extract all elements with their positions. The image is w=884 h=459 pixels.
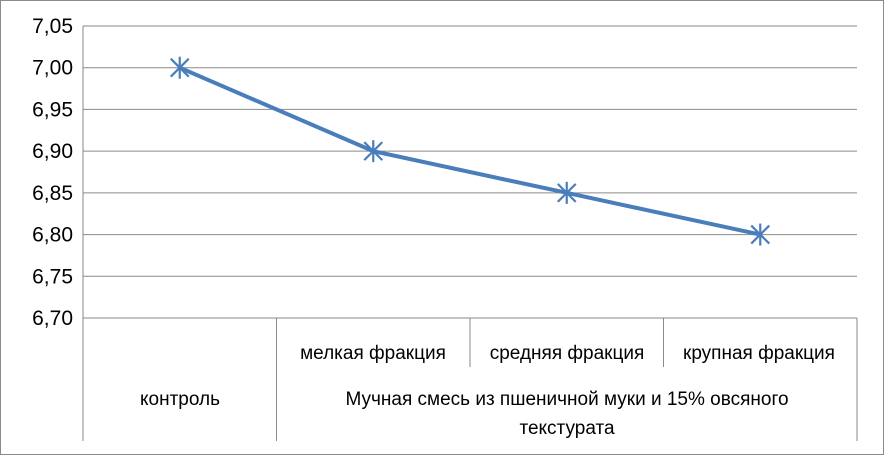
y-tick-label: 6,80	[32, 224, 73, 247]
y-tick-label: 7,05	[32, 15, 73, 38]
data-point-marker	[169, 56, 190, 79]
grid-lines	[83, 25, 857, 277]
y-tick-label: 6,85	[32, 182, 73, 205]
y-tick-label: 6,70	[32, 307, 73, 330]
group-label-control: контроль	[140, 389, 220, 410]
category-label-fine: мелкая фракция	[300, 343, 446, 364]
group-label-mix-line2: текстурата	[519, 418, 614, 439]
data-point-marker	[556, 181, 577, 204]
y-tick-label: 7,00	[32, 57, 73, 80]
category-label-coarse: крупная фракция	[683, 343, 835, 364]
y-tick-label: 6,95	[32, 98, 73, 121]
y-axis-tick-labels: 6,70 6,75 6,80 6,85 6,90 6,95 7,00 7,05	[32, 15, 73, 330]
category-label-medium: средняя фракция	[490, 343, 645, 364]
y-tick-label: 6,75	[32, 265, 73, 288]
category-axis: мелкая фракция средняя фракция крупная ф…	[140, 343, 835, 439]
group-label-mix-line1: Мучная смесь из пшеничной муки и 15% овс…	[345, 389, 788, 410]
data-point-marker	[750, 223, 771, 246]
y-tick-label: 6,90	[32, 140, 73, 163]
data-point-marker	[363, 140, 384, 163]
series-line	[178, 65, 761, 237]
axes	[82, 26, 858, 441]
series-1	[169, 56, 771, 246]
